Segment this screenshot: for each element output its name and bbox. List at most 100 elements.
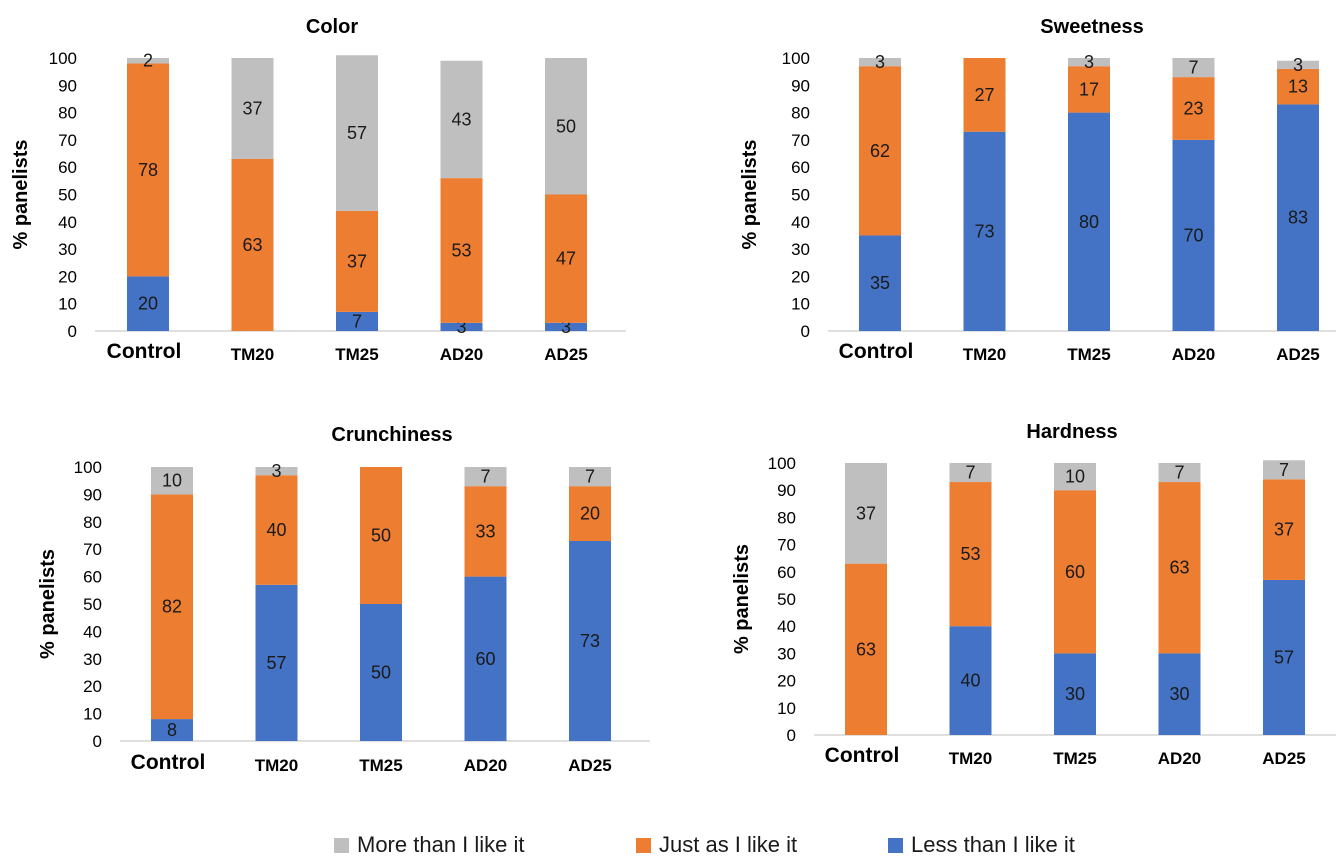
legend-label-more: More than I like it bbox=[357, 832, 525, 857]
y-tick-label: 100 bbox=[768, 454, 796, 473]
bar-segment-less-than-i-like-it bbox=[360, 604, 402, 741]
data-label: 7 bbox=[965, 463, 975, 483]
bar-segment-more-than-i-like-it bbox=[1172, 58, 1215, 78]
data-label: 3 bbox=[456, 317, 466, 337]
data-label: 60 bbox=[1065, 562, 1085, 582]
data-label: 37 bbox=[347, 251, 367, 271]
y-axis-label: % panelists bbox=[731, 544, 753, 654]
data-label: 63 bbox=[1169, 558, 1189, 578]
x-category-label: AD20 bbox=[464, 756, 507, 775]
bar-segment-more-than-i-like-it bbox=[859, 58, 901, 67]
bar-segment-less-than-i-like-it bbox=[1068, 112, 1110, 331]
y-tick-label: 20 bbox=[83, 677, 102, 696]
data-label: 3 bbox=[875, 52, 885, 72]
y-tick-label: 90 bbox=[83, 485, 102, 504]
data-label: 37 bbox=[856, 503, 876, 523]
bar-segment-more-than-i-like-it bbox=[231, 58, 274, 160]
data-label: 35 bbox=[870, 273, 890, 293]
bar-segment-just-as-i-like-it bbox=[1263, 479, 1305, 580]
data-label: 3 bbox=[271, 461, 281, 481]
y-tick-label: 10 bbox=[791, 295, 810, 314]
chart-title: Crunchiness bbox=[331, 424, 452, 446]
data-label: 7 bbox=[1174, 463, 1184, 483]
bar-segment-less-than-i-like-it bbox=[1277, 104, 1319, 331]
y-tick-label: 80 bbox=[58, 104, 77, 123]
y-tick-label: 100 bbox=[74, 458, 102, 477]
data-label: 17 bbox=[1079, 79, 1099, 99]
data-label: 7 bbox=[352, 311, 362, 331]
y-tick-label: 100 bbox=[49, 49, 77, 68]
legend-swatch-more bbox=[334, 837, 349, 853]
legend-item-just: Just as I like it bbox=[636, 832, 797, 858]
bar-segment-more-than-i-like-it bbox=[464, 467, 507, 487]
bar-segment-just-as-i-like-it bbox=[255, 475, 298, 585]
chart-canvas: Color% panelists010203040506070809010020… bbox=[10, 16, 1336, 775]
y-tick-label: 50 bbox=[777, 590, 796, 609]
x-category-label: AD25 bbox=[568, 756, 611, 775]
y-tick-label: 50 bbox=[791, 186, 810, 205]
y-tick-label: 0 bbox=[93, 732, 102, 751]
bar-segment-less-than-i-like-it bbox=[1263, 579, 1305, 735]
x-category-label: AD25 bbox=[1276, 345, 1319, 364]
data-label: 23 bbox=[1183, 99, 1203, 119]
y-tick-label: 0 bbox=[787, 726, 796, 745]
y-tick-label: 60 bbox=[58, 158, 77, 177]
y-tick-label: 20 bbox=[777, 672, 796, 691]
y-tick-label: 0 bbox=[68, 322, 77, 341]
data-label: 3 bbox=[561, 317, 571, 337]
y-tick-label: 90 bbox=[777, 481, 796, 500]
data-label: 37 bbox=[1274, 520, 1294, 540]
y-tick-label: 90 bbox=[58, 76, 77, 95]
bar-segment-less-than-i-like-it bbox=[440, 322, 483, 331]
data-label: 37 bbox=[242, 99, 262, 119]
y-tick-label: 30 bbox=[58, 240, 77, 259]
bar-segment-more-than-i-like-it bbox=[545, 58, 587, 195]
x-category-label: TM25 bbox=[1067, 345, 1110, 364]
y-tick-label: 40 bbox=[58, 213, 77, 232]
data-label: 50 bbox=[556, 116, 576, 136]
bar-segment-more-than-i-like-it bbox=[1277, 60, 1319, 69]
y-tick-label: 10 bbox=[777, 699, 796, 718]
y-tick-label: 20 bbox=[791, 267, 810, 286]
y-tick-label: 10 bbox=[58, 295, 77, 314]
y-tick-label: 0 bbox=[801, 322, 810, 341]
y-tick-label: 70 bbox=[83, 540, 102, 559]
data-label: 53 bbox=[451, 240, 471, 260]
bar-segment-more-than-i-like-it bbox=[1158, 463, 1201, 483]
data-label: 3 bbox=[1084, 52, 1094, 72]
data-label: 63 bbox=[242, 235, 262, 255]
data-label: 60 bbox=[475, 649, 495, 669]
y-tick-label: 40 bbox=[777, 617, 796, 636]
y-tick-label: 30 bbox=[777, 644, 796, 663]
bar-segment-just-as-i-like-it bbox=[963, 58, 1006, 132]
bar-segment-less-than-i-like-it bbox=[963, 131, 1006, 331]
data-label: 13 bbox=[1288, 77, 1308, 97]
data-label: 83 bbox=[1288, 208, 1308, 228]
bar-segment-less-than-i-like-it bbox=[1054, 653, 1096, 735]
y-tick-label: 90 bbox=[791, 76, 810, 95]
chart-title: Hardness bbox=[1026, 421, 1117, 443]
legend-swatch-less bbox=[888, 837, 903, 853]
bar-segment-more-than-i-like-it bbox=[1263, 460, 1305, 480]
data-label: 33 bbox=[475, 521, 495, 541]
bar-segment-less-than-i-like-it bbox=[464, 576, 507, 741]
bar-segment-just-as-i-like-it bbox=[151, 494, 193, 720]
data-label: 50 bbox=[371, 526, 391, 546]
bar-segment-less-than-i-like-it bbox=[545, 322, 587, 331]
bar-segment-more-than-i-like-it bbox=[151, 467, 193, 495]
bar-segment-less-than-i-like-it bbox=[151, 719, 193, 741]
bar-segment-less-than-i-like-it bbox=[336, 311, 378, 331]
x-category-label: AD20 bbox=[1158, 749, 1201, 768]
y-axis-label: % panelists bbox=[37, 549, 59, 659]
legend-swatch-just bbox=[636, 837, 651, 853]
legend-item-less: Less than I like it bbox=[888, 832, 1075, 858]
legend-label-less: Less than I like it bbox=[911, 832, 1075, 857]
bar-segment-more-than-i-like-it bbox=[949, 463, 992, 483]
bar-segment-more-than-i-like-it bbox=[255, 467, 298, 476]
data-label: 20 bbox=[580, 504, 600, 524]
y-tick-label: 60 bbox=[83, 568, 102, 587]
data-label: 2 bbox=[143, 51, 153, 71]
bar-segment-just-as-i-like-it bbox=[127, 63, 169, 277]
chart-title: Sweetness bbox=[1040, 16, 1143, 38]
y-tick-label: 70 bbox=[791, 131, 810, 150]
